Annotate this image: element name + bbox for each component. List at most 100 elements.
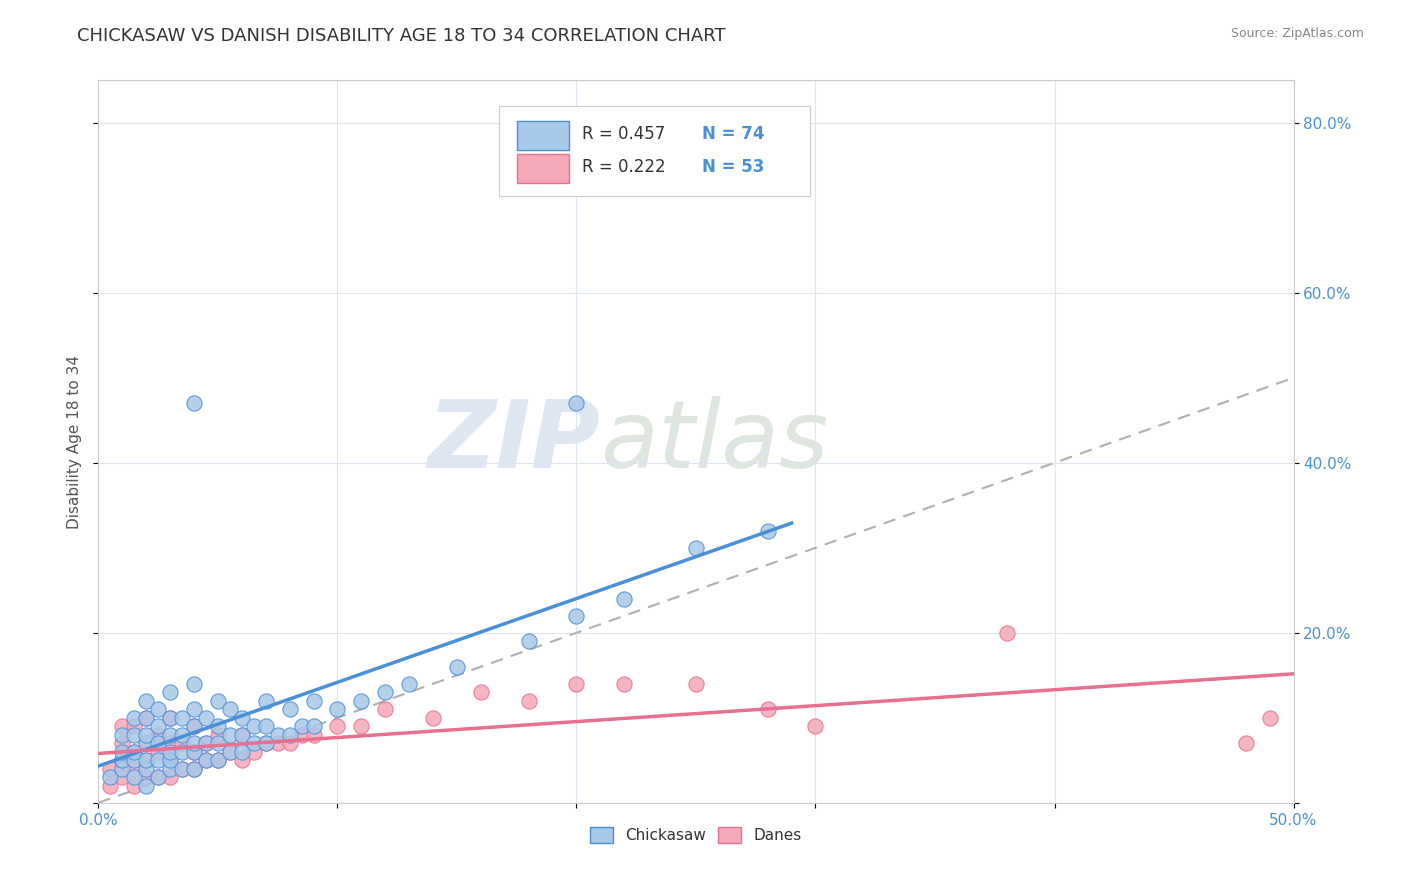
FancyBboxPatch shape [499, 105, 810, 196]
Text: R = 0.457: R = 0.457 [582, 126, 665, 144]
Point [243, 719, 266, 733]
Point [291, 728, 314, 742]
Point [135, 736, 157, 750]
Point [111, 719, 134, 733]
Point [159, 685, 181, 699]
Point [231, 728, 253, 742]
Point [172, 762, 194, 776]
Point [172, 736, 194, 750]
Text: N = 74: N = 74 [702, 126, 765, 144]
Point [135, 728, 157, 742]
FancyBboxPatch shape [517, 154, 569, 183]
Point [98, 762, 122, 776]
Point [1258, 711, 1281, 725]
Point [172, 711, 194, 725]
Point [254, 694, 277, 708]
Point [183, 762, 205, 776]
Point [207, 728, 229, 742]
Text: CHICKASAW VS DANISH DISABILITY AGE 18 TO 34 CORRELATION CHART: CHICKASAW VS DANISH DISABILITY AGE 18 TO… [77, 27, 725, 45]
Point [111, 762, 134, 776]
Point [183, 677, 205, 691]
Point [195, 711, 218, 725]
Point [422, 711, 444, 725]
Text: atlas: atlas [600, 396, 828, 487]
Legend: Chickasaw, Danes: Chickasaw, Danes [583, 822, 808, 849]
Point [207, 736, 229, 750]
Point [565, 677, 588, 691]
Point [159, 770, 181, 784]
Point [685, 677, 707, 691]
Point [219, 728, 242, 742]
Point [98, 770, 122, 784]
Point [804, 719, 827, 733]
Point [135, 736, 157, 750]
Point [111, 745, 134, 759]
Point [172, 728, 194, 742]
Point [195, 736, 218, 750]
Point [111, 753, 134, 767]
Point [135, 753, 157, 767]
Point [159, 753, 181, 767]
Point [326, 702, 349, 716]
Point [135, 711, 157, 725]
Point [124, 753, 146, 767]
Point [207, 719, 229, 733]
Point [254, 736, 277, 750]
Point [111, 753, 134, 767]
Point [278, 736, 301, 750]
Point [159, 736, 181, 750]
Point [111, 728, 134, 742]
Point [613, 591, 636, 606]
Y-axis label: Disability Age 18 to 34: Disability Age 18 to 34 [67, 354, 83, 529]
Point [135, 694, 157, 708]
Point [183, 702, 205, 716]
Point [124, 762, 146, 776]
Point [267, 728, 290, 742]
FancyBboxPatch shape [517, 121, 569, 151]
Point [135, 770, 157, 784]
Point [278, 728, 301, 742]
Point [291, 719, 314, 733]
Point [326, 719, 349, 733]
Point [231, 753, 253, 767]
Point [183, 736, 205, 750]
Point [231, 745, 253, 759]
Point [124, 711, 146, 725]
Text: Source: ZipAtlas.com: Source: ZipAtlas.com [1230, 27, 1364, 40]
Point [374, 685, 396, 699]
Point [159, 753, 181, 767]
Point [219, 702, 242, 716]
Point [517, 694, 540, 708]
Point [231, 711, 253, 725]
Point [254, 719, 277, 733]
Point [183, 745, 205, 759]
Point [172, 745, 194, 759]
Point [172, 762, 194, 776]
Point [756, 524, 779, 538]
Point [565, 396, 588, 410]
Point [159, 762, 181, 776]
Point [207, 753, 229, 767]
Point [124, 745, 146, 759]
Point [135, 753, 157, 767]
Point [446, 660, 468, 674]
Point [517, 634, 540, 648]
Point [207, 694, 229, 708]
Point [195, 753, 218, 767]
Point [565, 608, 588, 623]
Point [124, 779, 146, 793]
Point [350, 694, 373, 708]
Point [124, 745, 146, 759]
Point [254, 736, 277, 750]
Point [278, 702, 301, 716]
Point [374, 702, 396, 716]
Text: N = 53: N = 53 [702, 158, 765, 176]
Point [124, 770, 146, 784]
Point [148, 770, 170, 784]
Point [756, 702, 779, 716]
Point [159, 745, 181, 759]
Point [148, 745, 170, 759]
Point [135, 779, 157, 793]
Point [995, 625, 1018, 640]
Point [231, 728, 253, 742]
